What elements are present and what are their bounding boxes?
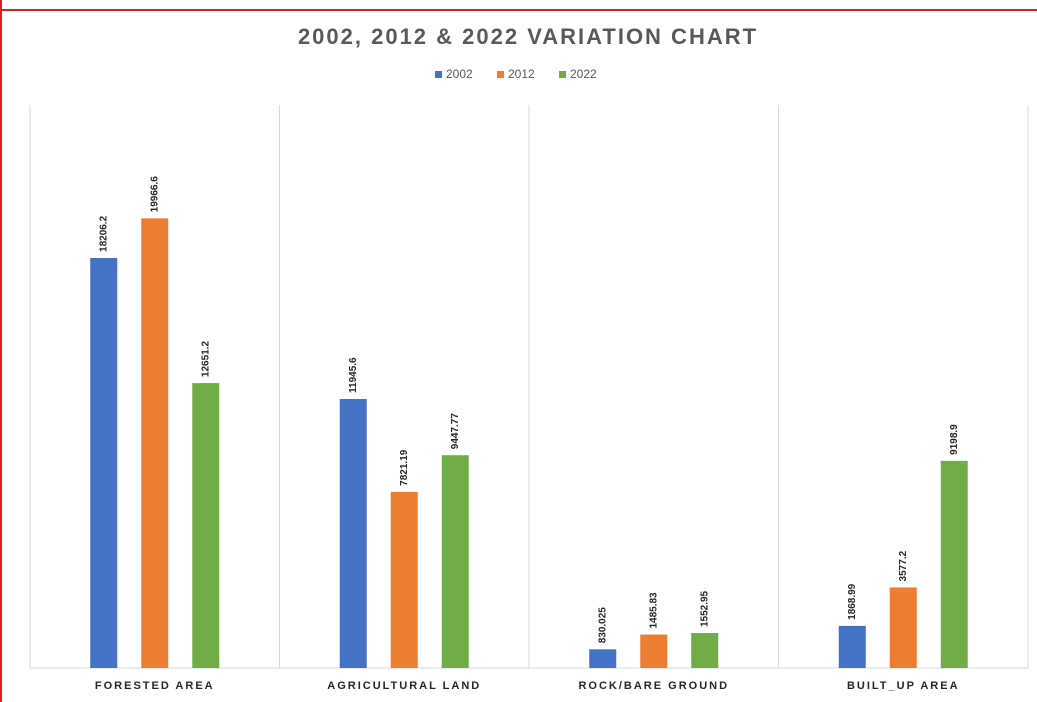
chart-title: 2002, 2012 & 2022 VARIATION CHART xyxy=(298,24,758,49)
data-label: 830.025 xyxy=(597,607,608,644)
legend-label: 2022 xyxy=(570,67,597,81)
data-label: 11945.6 xyxy=(348,357,359,393)
bar xyxy=(441,455,469,668)
bar xyxy=(691,633,719,668)
legend-label: 2002 xyxy=(446,67,473,81)
data-label: 19966.6 xyxy=(149,176,160,213)
bar xyxy=(838,625,866,668)
x-tick-label: FORESTED AREA xyxy=(95,680,215,692)
legend-swatch xyxy=(559,71,566,78)
bar xyxy=(339,398,367,668)
legend-swatch xyxy=(435,71,442,78)
data-label: 9447.77 xyxy=(450,413,461,450)
x-tick-label: AGRICULTURAL LAND xyxy=(327,680,481,692)
data-label: 7821.19 xyxy=(399,449,410,486)
bar xyxy=(141,218,169,668)
bar xyxy=(640,634,668,668)
data-label: 12651.2 xyxy=(200,341,211,378)
bar xyxy=(192,383,220,668)
x-tick-label: BUILT_UP AREA xyxy=(847,680,960,692)
data-label: 1868.99 xyxy=(847,583,858,620)
data-label: 3577.2 xyxy=(898,550,909,581)
legend-label: 2012 xyxy=(508,67,535,81)
legend-swatch xyxy=(497,71,504,78)
data-label: 18206.2 xyxy=(98,215,109,252)
data-label: 9198.9 xyxy=(949,424,960,455)
bar xyxy=(390,491,418,668)
x-tick-label: ROCK/BARE GROUND xyxy=(578,680,729,692)
bar xyxy=(940,460,968,668)
data-label: 1552.95 xyxy=(699,590,710,627)
data-label: 1485.83 xyxy=(648,592,659,629)
bar xyxy=(90,257,118,668)
bar xyxy=(589,649,617,668)
bar xyxy=(889,587,917,668)
